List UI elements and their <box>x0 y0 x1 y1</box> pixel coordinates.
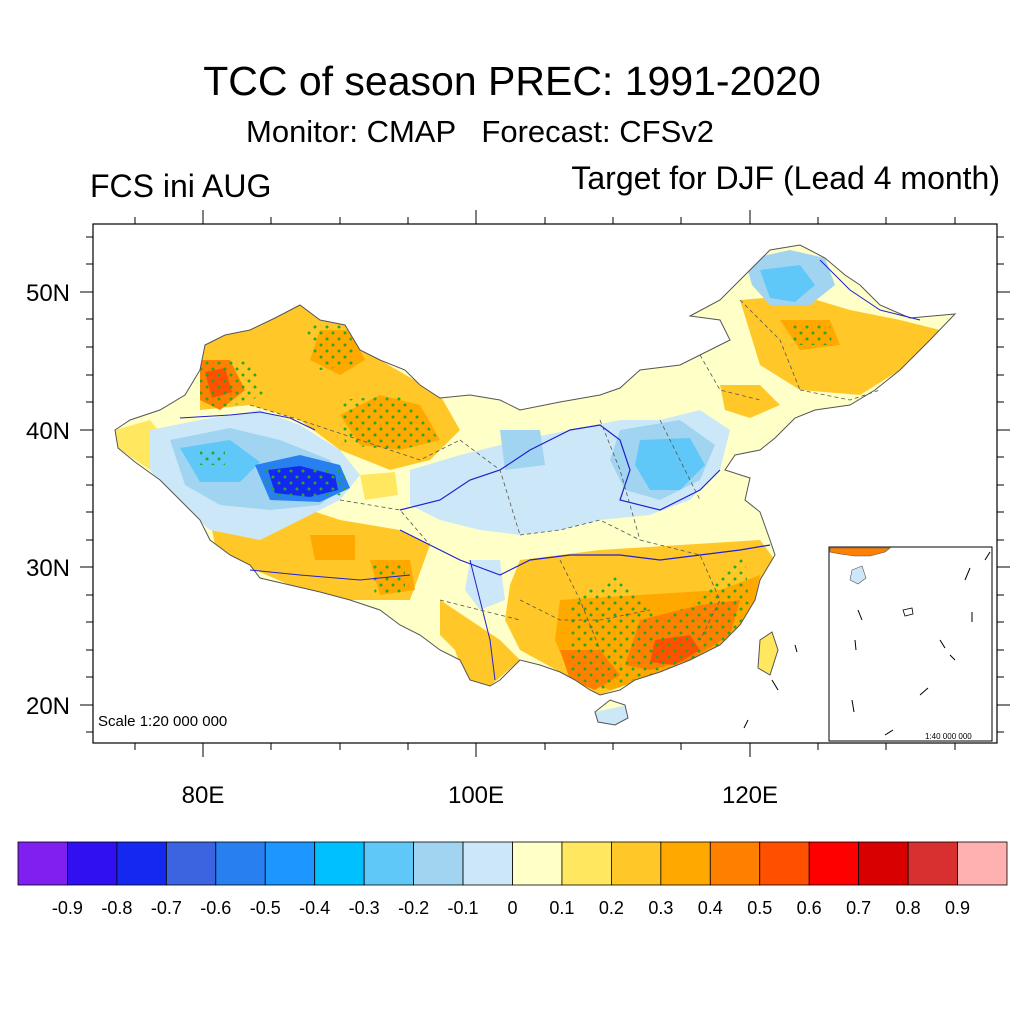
colorbar-tick-label: 0.7 <box>846 898 871 918</box>
lat-label-30n: 30N <box>26 555 70 582</box>
colorbar-swatch <box>957 841 1008 886</box>
colorbar-swatch <box>363 841 414 886</box>
province-boundaries <box>249 299 881 651</box>
lon-label-100e: 100E <box>448 782 504 809</box>
colorbar-tick-label: -0.2 <box>398 898 429 918</box>
taiwan-island <box>757 631 779 676</box>
sea-boundary-marks <box>743 644 798 729</box>
colorbar-tick-label: 0.2 <box>599 898 624 918</box>
lat-label-20n: 20N <box>26 693 70 720</box>
lon-label-80e: 80E <box>182 782 225 809</box>
figure-title: TCC of season PREC: 1991-2020 <box>203 58 821 104</box>
colorbar-swatch <box>858 841 909 886</box>
colorbar-tick-label: 0 <box>507 898 517 918</box>
colorbar-tick-label: 0.9 <box>945 898 970 918</box>
colorbar-tick-label: -0.6 <box>200 898 231 918</box>
colorbar-swatch <box>165 841 217 886</box>
latitude-labels: 50N 40N 30N 20N <box>26 280 70 720</box>
river-tarim <box>179 411 316 431</box>
river-yangtze <box>399 529 771 576</box>
latitude-axis <box>80 236 1010 733</box>
colorbar-swatch <box>759 841 810 886</box>
river-mekong <box>469 559 496 681</box>
longitude-axis <box>134 210 956 757</box>
colorbar-tick-label: -0.7 <box>151 898 182 918</box>
colorbar-swatch <box>116 841 167 886</box>
colorbar-swatch <box>17 841 68 886</box>
colorbar-swatch <box>611 841 662 886</box>
colorbar-swatch <box>462 841 513 886</box>
colorbar-swatch <box>660 841 711 886</box>
figure-subtitle: Monitor: CMAP Forecast: CFSv2 <box>246 114 714 149</box>
river-yarlung <box>249 569 411 581</box>
colorbar-swatch <box>561 841 612 886</box>
south-china-sea-inset: 1:40 000 000 <box>828 546 993 742</box>
colorbar-tick-label: -0.5 <box>250 898 281 918</box>
colorbar-tick-label: 0.8 <box>896 898 921 918</box>
scale-label: Scale 1:20 000 000 <box>98 713 227 730</box>
hainan-island <box>594 699 629 726</box>
colorbar-swatch <box>413 841 464 886</box>
colorbar-tick-label: -0.3 <box>349 898 380 918</box>
colorbar-tick-label: -0.4 <box>299 898 330 918</box>
lat-label-50n: 50N <box>26 280 70 307</box>
colorbar-swatch <box>314 841 365 886</box>
china-border <box>114 244 957 696</box>
river-yellow <box>399 424 721 511</box>
colorbar-tick-label: 0.6 <box>797 898 822 918</box>
colorbar-swatch <box>808 841 860 886</box>
colorbar-swatch <box>215 841 266 886</box>
colorbar-tick-label: -0.9 <box>52 898 83 918</box>
colorbar-tick-label: 0.3 <box>648 898 673 918</box>
initialization-label: FCS ini AUG <box>90 168 272 204</box>
colorbar-swatch <box>907 841 958 886</box>
target-label: Target for DJF (Lead 4 month) <box>571 160 1000 196</box>
river-heilong <box>819 259 921 321</box>
colorbar-swatch <box>264 841 316 886</box>
lat-label-40n: 40N <box>26 418 70 445</box>
colorbar-tick-label: 0.5 <box>747 898 772 918</box>
colorbar-swatch <box>709 841 761 886</box>
lon-label-120e: 120E <box>722 782 778 809</box>
colorbar-tick-label: 0.1 <box>549 898 574 918</box>
colorbar-tick-label: -0.8 <box>101 898 132 918</box>
colorbar-tick-label: -0.1 <box>448 898 479 918</box>
colorbar-swatch <box>512 841 563 886</box>
colorbar: -0.9 -0.8 -0.7 -0.6 -0.5 -0.4 -0.3 -0.2 -0.1 0 0.1… <box>17 841 1008 918</box>
colorbar-swatch <box>67 841 118 886</box>
longitude-labels: 80E 100E 120E <box>182 782 778 809</box>
inset-scale-label: 1:40 000 000 <box>925 732 972 741</box>
colorbar-tick-label: 0.4 <box>698 898 723 918</box>
